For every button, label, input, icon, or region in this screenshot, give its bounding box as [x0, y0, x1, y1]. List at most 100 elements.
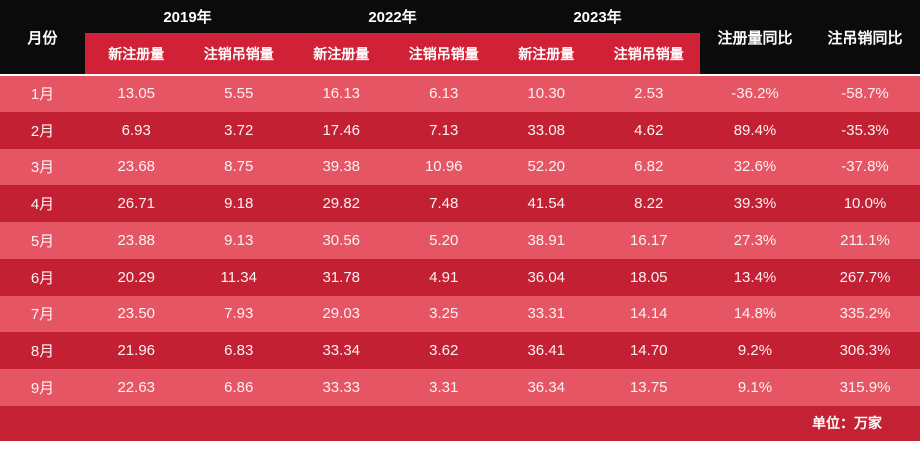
value-cell: 18.05	[597, 258, 700, 296]
value-cell: 13.75	[597, 369, 700, 406]
month-cell: 4月	[0, 185, 85, 223]
yoy-cell: -58.7%	[810, 75, 920, 112]
yoy-cell: 211.1%	[810, 222, 920, 259]
month-column-header: 月份	[0, 0, 85, 76]
value-cell: 5.20	[392, 222, 495, 259]
year-header-2019: 2019年	[85, 0, 290, 33]
table-row: 3月 23.68 8.75 39.38 10.96 52.20 6.82 32.6% -37.8…	[0, 148, 920, 186]
yoy-cell: 306.3%	[810, 332, 920, 370]
value-cell: 31.78	[290, 258, 393, 296]
yoy-cell: -36.2%	[700, 75, 810, 112]
table-row: 6月 20.29 11.34 31.78 4.91 36.04 18.05 13.4% 267.…	[0, 258, 920, 296]
yoy-cell: 39.3%	[700, 185, 810, 223]
table-footer: 单位：万家	[0, 405, 920, 441]
yoy-cell: 315.9%	[810, 369, 920, 406]
value-cell: 22.63	[85, 369, 188, 406]
month-cell: 9月	[0, 369, 85, 406]
value-cell: 17.46	[290, 111, 393, 149]
value-cell: 7.93	[187, 295, 290, 333]
value-cell: 7.13	[392, 111, 495, 149]
value-cell: 7.48	[392, 185, 495, 223]
value-cell: 6.86	[187, 369, 290, 406]
subheader-2022-new: 新注册量	[290, 33, 393, 76]
value-cell: 9.18	[187, 185, 290, 223]
yoy-cell: 32.6%	[700, 148, 810, 186]
value-cell: 14.14	[597, 295, 700, 333]
value-cell: 39.38	[290, 148, 393, 186]
value-cell: 29.03	[290, 295, 393, 333]
table-row: 9月 22.63 6.86 33.33 3.31 36.34 13.75 9.1% 315.9%	[0, 369, 920, 406]
month-cell: 3月	[0, 148, 85, 186]
table-row: 8月 21.96 6.83 33.34 3.62 36.41 14.70 9.2% 306.3%	[0, 332, 920, 370]
value-cell: 16.13	[290, 75, 393, 112]
yoy-cell: -35.3%	[810, 111, 920, 149]
value-cell: 11.34	[187, 258, 290, 296]
table-row: 1月 13.05 5.55 16.13 6.13 10.30 2.53 -36.2% -58.7…	[0, 75, 920, 112]
value-cell: 14.70	[597, 332, 700, 370]
value-cell: 21.96	[85, 332, 188, 370]
month-cell: 2月	[0, 111, 85, 149]
value-cell: 6.93	[85, 111, 188, 149]
table-header: 月份 2019年 2022年 2023年 注册量同比 注吊销同比 新注册量 注销…	[0, 0, 920, 76]
value-cell: 38.91	[495, 222, 598, 259]
yoy-cell: 335.2%	[810, 295, 920, 333]
month-cell: 5月	[0, 222, 85, 259]
value-cell: 26.71	[85, 185, 188, 223]
month-cell: 6月	[0, 258, 85, 296]
table-body: 1月 13.05 5.55 16.13 6.13 10.30 2.53 -36.2% -58.7…	[0, 75, 920, 406]
value-cell: 3.62	[392, 332, 495, 370]
yoy-cell: 27.3%	[700, 222, 810, 259]
yoy-cell: 13.4%	[700, 258, 810, 296]
unit-note: 单位：万家	[0, 405, 920, 441]
yoy-cell: 14.8%	[700, 295, 810, 333]
table-row: 5月 23.88 9.13 30.56 5.20 38.91 16.17 27.3% 211.1…	[0, 222, 920, 259]
value-cell: 33.33	[290, 369, 393, 406]
value-cell: 6.82	[597, 148, 700, 186]
subheader-2023-cancel: 注销吊销量	[597, 33, 700, 76]
yoy-cell: -37.8%	[810, 148, 920, 186]
table-row: 4月 26.71 9.18 29.82 7.48 41.54 8.22 39.3% 10.0%	[0, 185, 920, 223]
value-cell: 10.96	[392, 148, 495, 186]
subheader-2019-new: 新注册量	[85, 33, 188, 76]
value-cell: 23.88	[85, 222, 188, 259]
value-cell: 9.13	[187, 222, 290, 259]
value-cell: 33.31	[495, 295, 598, 333]
value-cell: 3.31	[392, 369, 495, 406]
value-cell: 52.20	[495, 148, 598, 186]
value-cell: 2.53	[597, 75, 700, 112]
value-cell: 30.56	[290, 222, 393, 259]
value-cell: 36.41	[495, 332, 598, 370]
value-cell: 6.13	[392, 75, 495, 112]
subheader-2022-cancel: 注销吊销量	[392, 33, 495, 76]
yoy-cell: 9.2%	[700, 332, 810, 370]
value-cell: 13.05	[85, 75, 188, 112]
value-cell: 8.22	[597, 185, 700, 223]
yoy-cell: 89.4%	[700, 111, 810, 149]
value-cell: 6.83	[187, 332, 290, 370]
table-row: 7月 23.50 7.93 29.03 3.25 33.31 14.14 14.8% 335.2…	[0, 295, 920, 333]
month-cell: 1月	[0, 75, 85, 112]
value-cell: 4.62	[597, 111, 700, 149]
value-cell: 3.25	[392, 295, 495, 333]
value-cell: 4.91	[392, 258, 495, 296]
deregistration-yoy-header: 注吊销同比	[810, 0, 920, 76]
table-row: 2月 6.93 3.72 17.46 7.13 33.08 4.62 89.4% -35.3%	[0, 111, 920, 149]
value-cell: 36.34	[495, 369, 598, 406]
value-cell: 23.50	[85, 295, 188, 333]
value-cell: 3.72	[187, 111, 290, 149]
value-cell: 20.29	[85, 258, 188, 296]
year-header-2022: 2022年	[290, 0, 495, 33]
value-cell: 33.34	[290, 332, 393, 370]
subheader-2023-new: 新注册量	[495, 33, 598, 76]
value-cell: 10.30	[495, 75, 598, 112]
year-header-2023: 2023年	[495, 0, 700, 33]
value-cell: 41.54	[495, 185, 598, 223]
registration-yoy-header: 注册量同比	[700, 0, 810, 76]
value-cell: 36.04	[495, 258, 598, 296]
yoy-cell: 9.1%	[700, 369, 810, 406]
yoy-cell: 10.0%	[810, 185, 920, 223]
value-cell: 23.68	[85, 148, 188, 186]
value-cell: 33.08	[495, 111, 598, 149]
month-cell: 8月	[0, 332, 85, 370]
